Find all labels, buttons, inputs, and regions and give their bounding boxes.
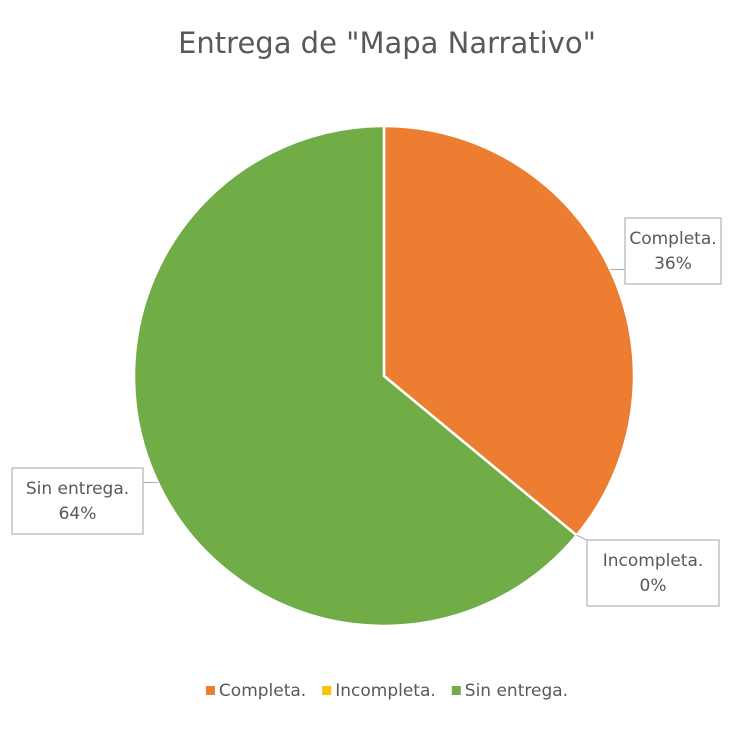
chart-title: Entrega de "Mapa Narrativo" (178, 26, 596, 60)
label-value: 0% (640, 576, 667, 596)
pie-slice (132, 124, 579, 628)
label-leader (576, 534, 588, 541)
data-label: Completa. 36% (610, 217, 722, 285)
legend-swatch (205, 686, 215, 695)
legend-label: Incompleta. (335, 681, 436, 701)
label-box (586, 539, 720, 607)
label-category: Incompleta. (603, 551, 704, 571)
legend-label: Sin entrega. (465, 681, 568, 701)
legend-swatch (451, 686, 461, 695)
legend-swatch (322, 686, 332, 695)
label-box (624, 217, 722, 285)
label-category: Sin entrega. (26, 479, 129, 499)
label-box (11, 467, 144, 535)
legend-label: Completa. (219, 681, 306, 701)
data-label: Incompleta. 0% (576, 534, 720, 607)
label-category: Completa. (629, 229, 716, 249)
legend: Completa. Incompleta. Sin entrega. (205, 681, 568, 701)
label-value: 64% (59, 504, 97, 524)
label-value: 36% (654, 254, 692, 274)
data-label: Sin entrega. 64% (11, 467, 158, 535)
pie-slice (382, 124, 636, 538)
